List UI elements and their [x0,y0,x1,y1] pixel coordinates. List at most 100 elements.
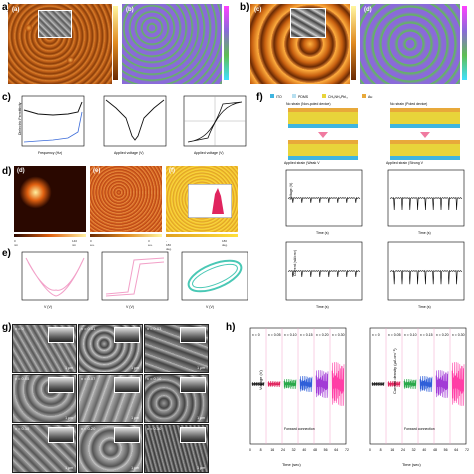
h-series-label: x = 0.05 [268,333,281,337]
f-voltage-right-frame [387,169,465,227]
sem-cross-section-inset [180,427,206,443]
h-left-series: x = 0 x = 0.05 x = 0.10 x = 0.15 x = 0.20 x =… [251,328,345,444]
h-xtick: 16 [270,448,274,452]
c-plot1-frame [21,95,85,147]
f-left-device [288,108,358,160]
c-plot1-loss [23,111,83,143]
h-xtick: 72 [465,448,469,452]
h-series-trace [283,378,297,390]
sem-cross-section-inset [114,327,140,343]
sem-label: x = 0.20 [81,426,96,431]
f-legend-pdms: PDMS [298,95,309,99]
h-xtick: 56 [324,448,328,452]
sem-image: x = 0.30 1 μm [144,424,209,473]
h-xtick: 56 [444,448,448,452]
f-current-right-frame [387,241,465,301]
panel-c-label: c) [2,92,11,103]
h-xtick: 32 [292,448,296,452]
f-current-ylabel: Current (nA/cm²) [293,250,297,276]
h-right-ylabel: Current density (μA cm⁻²) [392,348,397,394]
h-xtick: 64 [454,448,458,452]
h-xtick: 8 [380,448,382,452]
inner-label-a: (a) [12,7,20,13]
panel-e-plots: V (V) V (V) V (V) [21,251,248,309]
panel-e-label: e) [2,248,11,259]
h-right-series: x = 0 x = 0.05 x = 0.10 x = 0.15 x = 0.20 x =… [371,328,465,444]
inner-label-c: (c) [254,7,262,13]
panel-f-label: f) [256,92,263,103]
sem-cross-section-inset [48,377,74,393]
pfm-map-d: (d) [360,4,460,84]
h-series-label: x = 0.15 [300,333,313,337]
sem-cross-section-inset [114,427,140,443]
panel-b-label: b) [240,2,250,13]
h-xtick: 0 [369,448,371,452]
d-scale2-min: 0 a.u. [90,239,96,247]
sem-scale-bar: 1 μm [65,416,73,420]
e-amplitude-curve [25,257,85,297]
colorbar-a [113,6,118,80]
h-series-trace [315,370,329,399]
sem-scale-bar: 1 μm [131,366,139,370]
colorbar-c [351,6,356,80]
h-series-label: x = 0.15 [420,333,433,337]
h-series-trace [299,375,313,393]
h-series-label: x = 0 [252,333,260,337]
e-plot1-xlabel: V (V) [44,305,52,309]
c-plot2-frame [103,95,167,147]
d-scale1-min: 0 nm [14,239,19,247]
h-right-xlabel: Time (sec) [402,462,421,467]
panel-c-plots: Dielectric Permittivity Frequency (Hz) A… [18,95,247,155]
h-right-forward: Forward connection [404,427,435,431]
f-time-label-3: Time (s) [316,305,329,309]
h-xtick: 0 [249,448,251,452]
d-scale2-max: 3 a.u. [148,239,154,247]
phase-histogram-inset [188,184,232,218]
sem-cross-section-inset [114,377,140,393]
h-series-trace [403,378,417,390]
d-scale3-max: 180 deg. [222,239,228,247]
f-right-sub: Applied strain (Strong V [386,161,424,165]
inner-label-d2: (e) [93,168,101,174]
inner-label-b: (b) [126,7,134,13]
c-plot3-xlabel: Applied voltage (V) [194,151,224,155]
sem-image: x = 0.15 1 μm [12,424,77,473]
f-time-label-2: Time (s) [418,231,431,235]
h-xtick: 72 [345,448,349,452]
f-voltage-ylabel: Voltage (V) [289,183,293,200]
h-xtick: 64 [334,448,338,452]
inset-sem-a [38,10,72,38]
inset-sem-c [290,8,326,38]
sem-image: x = 0.01 1 μm [78,324,143,373]
h-left-ylabel: Voltage (V) [258,370,263,390]
panel-h-label: h) [226,322,236,333]
e-plot3-xlabel: V (V) [206,305,214,309]
sem-scale-bar: 1 μm [131,466,139,470]
h-xtick: 16 [390,448,394,452]
c-plot2-xlabel: Applied voltage (V) [114,151,144,155]
f-current-right-trace [389,269,463,285]
sem-scale-bar: 1 μm [65,466,73,470]
panel-d-label: d) [2,166,12,177]
f-time-label-4: Time (s) [418,305,431,309]
sem-label: x = 0.05 [15,376,30,381]
sem-scale-bar: 1 μm [65,366,73,370]
h-left-forward: Forward connection [284,427,315,431]
sem-scale-bar: 1 μm [131,416,139,420]
f-voltage-left-trace [287,197,361,203]
h-series-trace [251,381,265,387]
f-current-left-trace [287,270,361,278]
h-xtick: 8 [260,448,262,452]
h-series-trace [371,381,385,387]
pfm-phase-map: (f) [166,166,238,232]
panel-f-figure: ITO PDMS CH₃NH₃PbI₃ Au No strain (Non-po… [270,94,465,309]
sem-label: x = 0.30 [147,426,162,431]
sem-image: x = 0.05 1 μm [12,374,77,423]
h-series-label: x = 0 [372,333,380,337]
sem-label: x = 0.01 [81,326,96,331]
h-xtick: 32 [412,448,416,452]
h-series-trace [331,362,345,407]
colorbar-b [224,6,229,80]
